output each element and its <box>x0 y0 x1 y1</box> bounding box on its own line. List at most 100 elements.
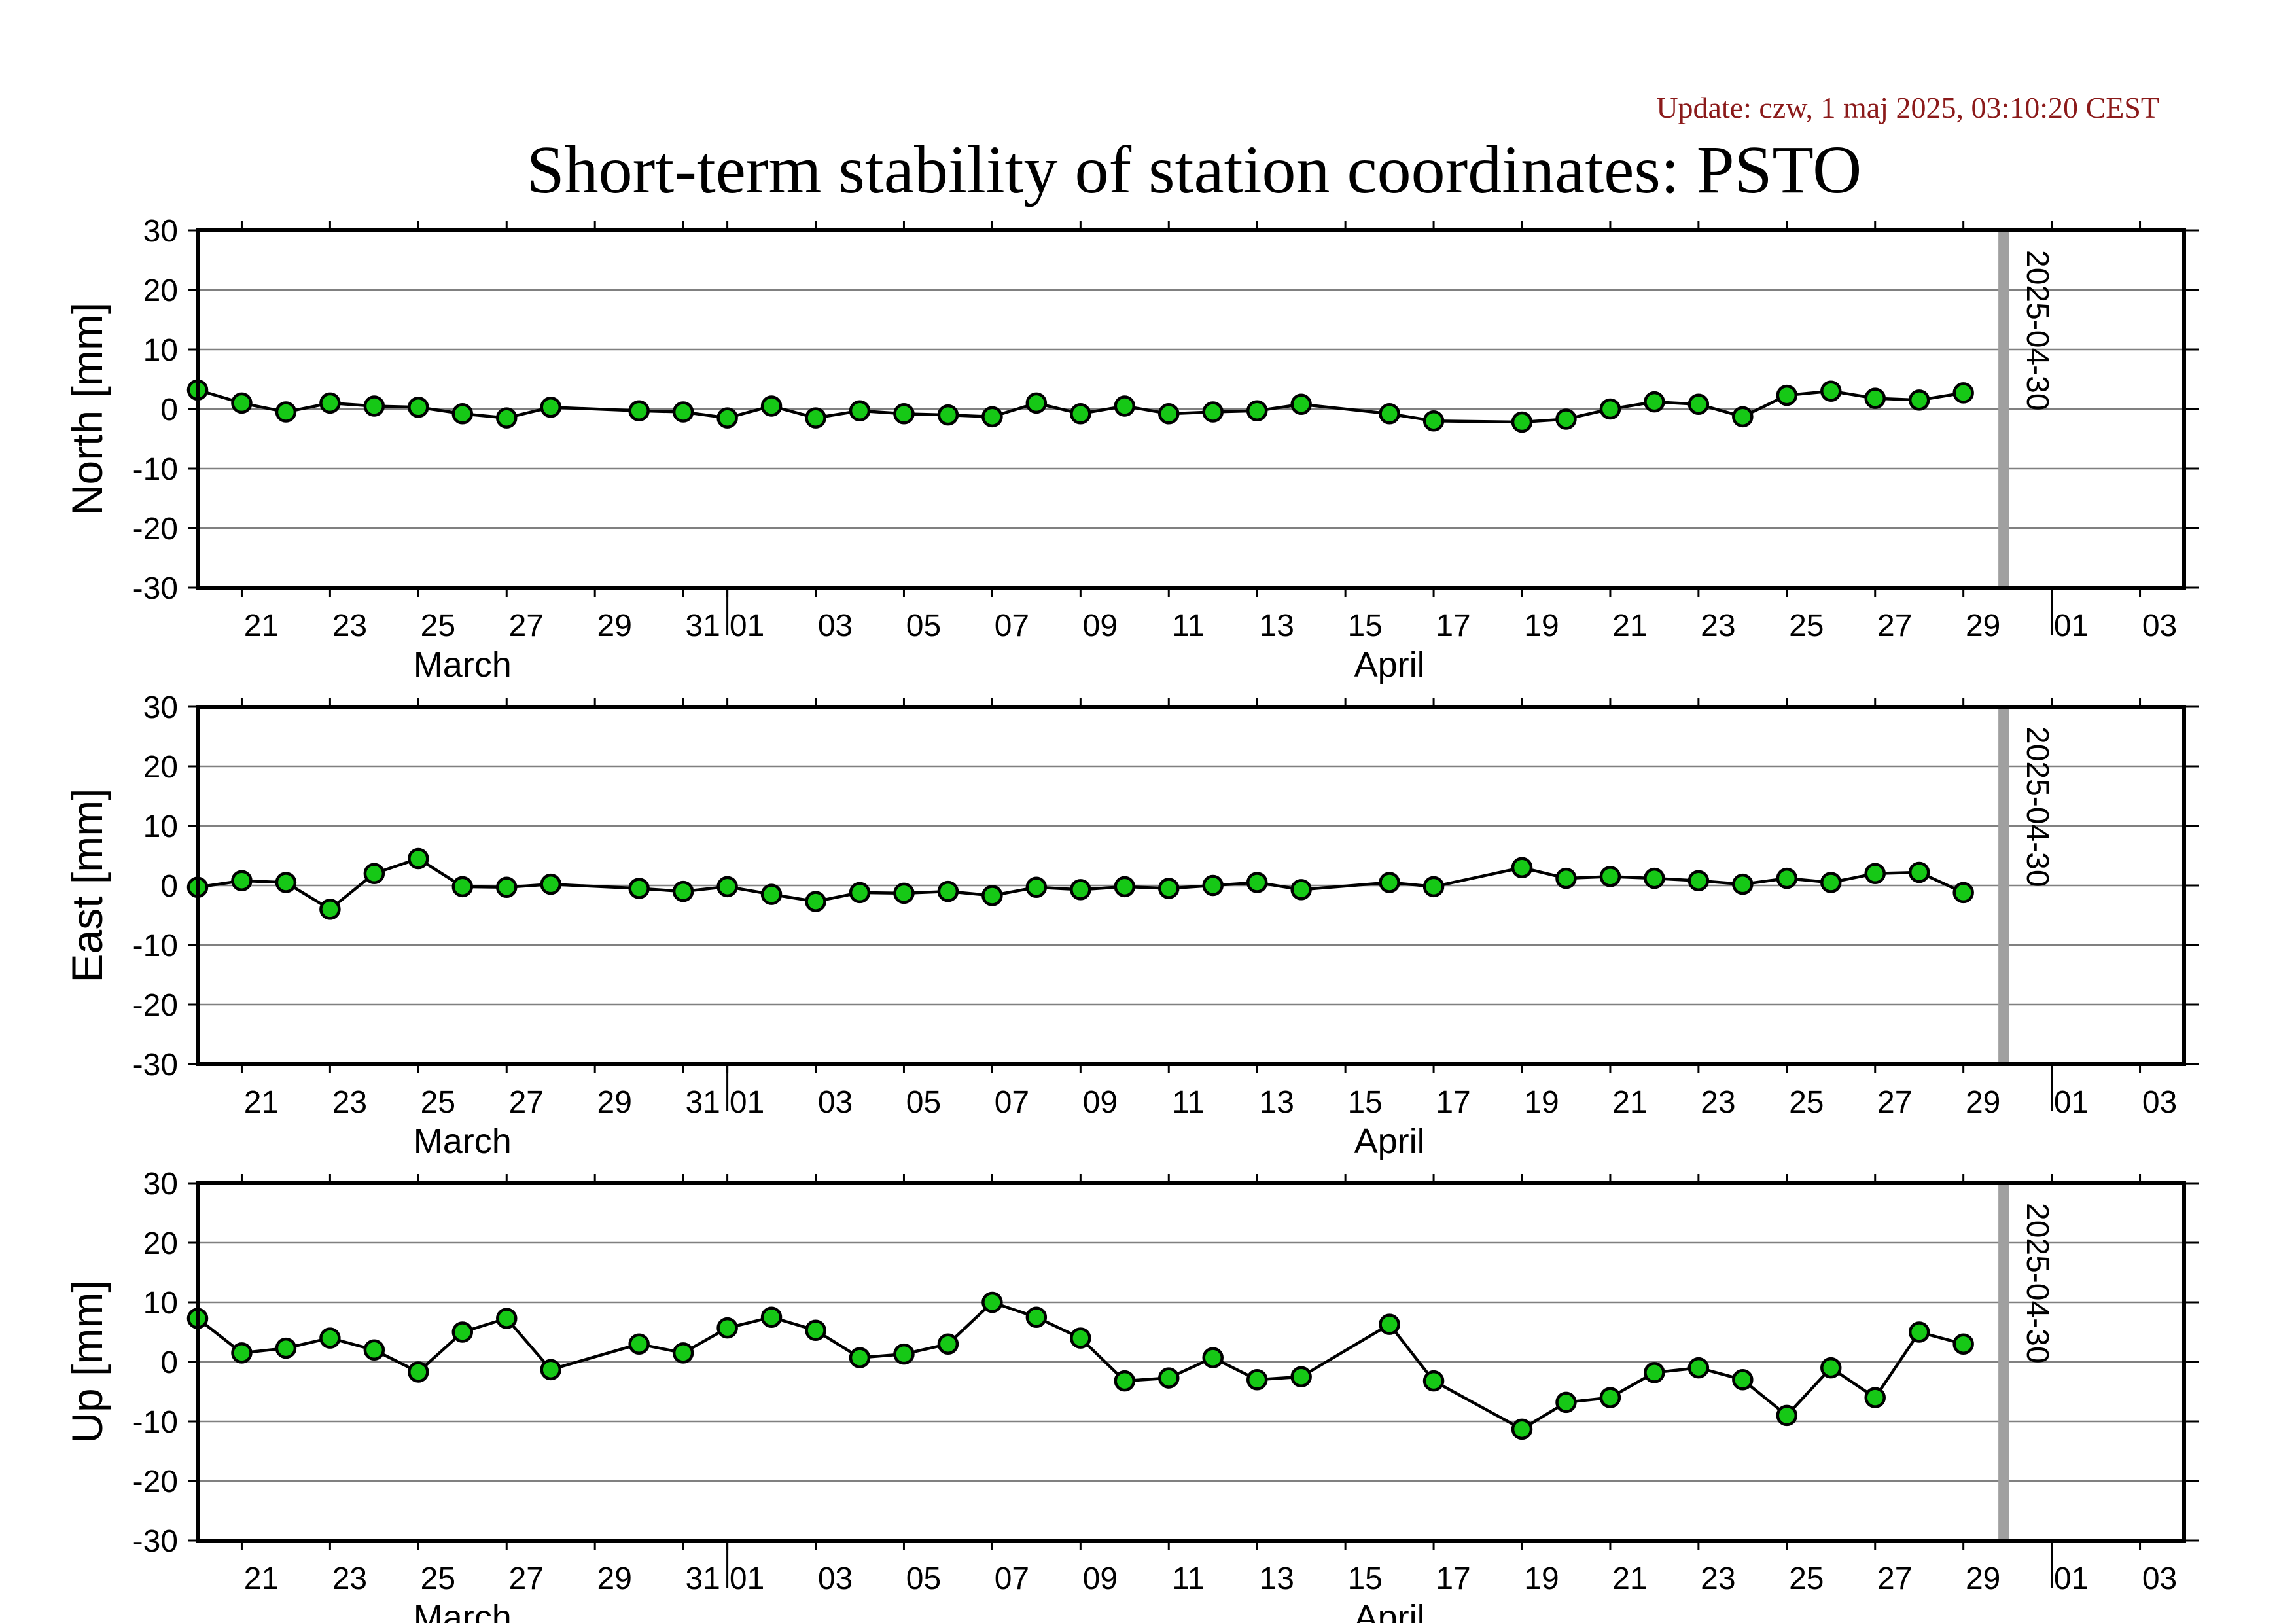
x-tick-label: 29 <box>597 1561 632 1596</box>
data-point <box>1555 1391 1577 1414</box>
data-point <box>981 885 1003 906</box>
data-point <box>1599 1387 1621 1408</box>
x-tick-label: 05 <box>906 1085 941 1120</box>
x-tick-label: 23 <box>332 1561 367 1596</box>
data-point <box>1599 866 1621 887</box>
data-point <box>1732 406 1754 428</box>
data-point <box>716 876 738 898</box>
y-tick-label: -10 <box>133 1405 178 1440</box>
x-tick-label: 13 <box>1260 609 1294 643</box>
data-point <box>1246 872 1268 893</box>
y-tick-label: 30 <box>143 690 178 725</box>
data-point <box>319 1327 341 1349</box>
data-point <box>1114 1370 1136 1392</box>
data-point <box>1511 411 1533 433</box>
data-point <box>760 1306 783 1328</box>
data-point <box>408 847 429 870</box>
x-tick-label: 03 <box>818 1561 853 1596</box>
data-point <box>1422 410 1445 432</box>
x-tick-label: 27 <box>509 1561 544 1596</box>
data-point <box>319 899 341 920</box>
x-tick-label: 13 <box>1260 1561 1294 1596</box>
data-point <box>1070 879 1091 901</box>
x-tick-label: 25 <box>1789 1561 1824 1596</box>
data-point <box>231 392 253 414</box>
data-point <box>1776 1404 1798 1427</box>
data-point <box>1158 403 1180 425</box>
data-point <box>1644 391 1665 413</box>
x-tick-label: 11 <box>1172 1085 1205 1120</box>
x-tick-label: 21 <box>244 1561 279 1596</box>
data-point <box>1511 857 1533 878</box>
data-point <box>1025 876 1048 898</box>
month-label: March <box>414 1598 512 1623</box>
data-point <box>893 403 915 425</box>
data-point <box>363 1339 385 1361</box>
data-point <box>1202 401 1224 423</box>
data-point <box>1379 872 1400 893</box>
x-tick-label: 17 <box>1436 1561 1470 1596</box>
data-point <box>1732 873 1754 895</box>
data-point <box>893 1343 915 1365</box>
update-timestamp: Update: czw, 1 maj 2025, 03:10:20 CEST <box>1656 91 2159 124</box>
data-point <box>451 403 474 425</box>
x-tick-label: 27 <box>1877 609 1912 643</box>
x-tick-label: 15 <box>1347 1085 1382 1120</box>
data-point <box>1025 392 1048 414</box>
data-point <box>1599 398 1621 420</box>
x-tick-label: 03 <box>818 1085 853 1120</box>
month-label: March <box>414 1122 512 1161</box>
y-tick-label: 0 <box>160 1346 178 1380</box>
x-tick-label: 05 <box>906 609 941 643</box>
data-point <box>1952 882 1974 904</box>
x-tick-label: 23 <box>332 609 367 643</box>
data-point <box>981 1291 1003 1313</box>
data-point <box>628 878 650 899</box>
y-tick-label: -20 <box>133 1465 178 1499</box>
x-tick-label: 21 <box>1612 609 1647 643</box>
x-tick-label: 03 <box>2142 609 2177 643</box>
data-point <box>672 401 694 423</box>
y-axis-label: Up [mm] <box>63 1280 111 1443</box>
today-marker-label: 2025-04-30 <box>2020 726 2055 887</box>
y-tick-label: 10 <box>143 810 178 844</box>
data-point <box>1776 384 1798 406</box>
data-point <box>1687 393 1710 415</box>
x-tick-label: 01 <box>2054 609 2089 643</box>
data-point <box>1246 1369 1268 1391</box>
y-tick-label: 10 <box>143 333 178 368</box>
month-label: April <box>1354 1598 1425 1623</box>
data-point <box>1908 389 1930 411</box>
data-point <box>1379 403 1400 425</box>
x-tick-label: 09 <box>1083 609 1118 643</box>
month-label: March <box>414 645 512 685</box>
data-point <box>451 1321 474 1343</box>
y-tick-label: 0 <box>160 869 178 904</box>
data-point <box>1290 393 1312 415</box>
y-axis-label: East [mm] <box>63 788 111 982</box>
data-point <box>1820 1357 1842 1379</box>
data-point <box>1687 870 1710 891</box>
y-tick-label: 30 <box>143 1167 178 1202</box>
x-tick-label: 01 <box>2054 1085 2089 1120</box>
data-point <box>496 876 518 898</box>
data-point <box>849 1347 871 1368</box>
x-tick-label: 25 <box>421 609 455 643</box>
x-tick-label: 31 <box>685 1085 720 1120</box>
x-tick-label: 07 <box>995 1085 1029 1120</box>
y-tick-label: -30 <box>133 571 178 606</box>
x-tick-label: 23 <box>1701 1561 1735 1596</box>
x-tick-label: 21 <box>1612 1561 1647 1596</box>
y-tick-label: -20 <box>133 512 178 546</box>
x-tick-label: 25 <box>421 1085 455 1120</box>
data-point <box>363 395 385 417</box>
data-point <box>1864 387 1886 409</box>
x-tick-label: 27 <box>1877 1085 1912 1120</box>
x-tick-label: 29 <box>1966 1085 2000 1120</box>
data-point <box>981 406 1003 428</box>
x-tick-label: 09 <box>1083 1085 1118 1120</box>
x-tick-label: 07 <box>995 1561 1029 1596</box>
data-point <box>760 395 783 417</box>
